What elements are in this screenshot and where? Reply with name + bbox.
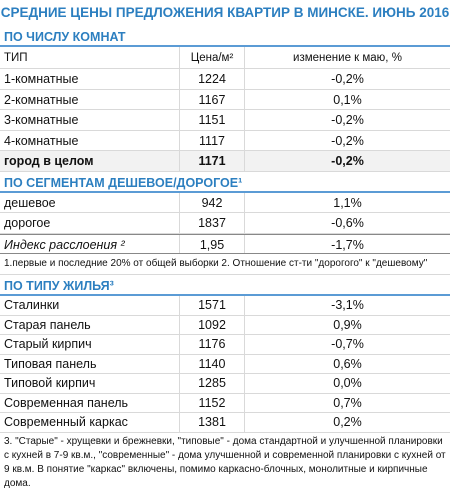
table-cell: Сталинки [0, 296, 180, 315]
table-row: Сталинки 1571 -3,1% [0, 296, 450, 316]
table-cell: 1224 [180, 69, 245, 89]
table-row: 3-комнатные 1151 -0,2% [0, 110, 450, 131]
table-cell: 1285 [180, 374, 245, 393]
section: ПО ЧИСЛУ КОМНАТ ТИП Цена/м² изменение к маю… [0, 26, 450, 172]
table-cell: 4-комнатные [0, 130, 180, 150]
table-cell: 3-комнатные [0, 110, 180, 130]
table-cell: -1,7% [331, 237, 364, 252]
table-row: Старая панель 1092 0,9% [0, 315, 450, 335]
table-cell: 0,0% [333, 376, 362, 390]
table-row: 1-комнатные 1224 -0,2% [0, 69, 450, 90]
title: СРЕДНИЕ ЦЕНЫ ПРЕДЛОЖЕНИЯ КВАРТИР В МИНСК… [0, 5, 450, 20]
table-cell: город в целом [0, 151, 180, 171]
table-cell: -0,2% [331, 133, 364, 148]
table-cell: 1-комнатные [0, 69, 180, 89]
section-heading: ПО СЕГМЕНТАМ ДЕШЕВОЕ/ДОРОГОЕ¹ [0, 172, 450, 193]
table-row: 2-комнатные 1167 0,1% [0, 89, 450, 110]
table-cell: 1152 [180, 393, 245, 412]
table-cell: 942 [180, 192, 245, 212]
table-row: дорогое 1837 -0,6% [0, 213, 450, 234]
table-cell: 1171 [180, 151, 245, 171]
table-row: Современная панель 1152 0,7% [0, 393, 450, 413]
table-row: Типовой кирпич 1285 0,0% [0, 374, 450, 394]
table-cell: 1571 [180, 296, 245, 315]
section-heading: ПО ТИПУ ЖИЛЬЯ³ [0, 275, 450, 296]
table-cell: Типовой кирпич [0, 374, 180, 393]
table-cell: 1,1% [333, 195, 362, 210]
footnote: 3. "Старые" - хрущевки и брежневки, "тип… [4, 435, 446, 489]
table-cell: -0,2% [331, 72, 364, 86]
table-row: дешевое 942 1,1% [0, 192, 450, 213]
table-cell: дорогое [0, 213, 180, 233]
table-cell: -0,7% [331, 337, 364, 351]
column-header-row: ТИП Цена/м² изменение к маю, % [0, 47, 450, 69]
footnote: 1.первые и последние 20% от общей выборк… [0, 254, 450, 275]
table-cell: -0,2% [331, 154, 364, 168]
table-cell: 0,2% [333, 415, 362, 429]
table-row: город в целом 1171 -0,2% [0, 151, 450, 172]
table-cell: 1140 [180, 354, 245, 373]
table-cell: 1381 [180, 413, 245, 432]
column-header: ТИП [0, 47, 180, 68]
table-row: Индекс расслоения ² 1,95 -1,7% [0, 233, 450, 254]
column-header: Цена/м² [180, 47, 245, 68]
table-cell: 0,7% [333, 395, 362, 410]
table-cell: 0,9% [333, 317, 362, 332]
table-row: Типовая панель 1140 0,6% [0, 354, 450, 374]
table-cell: 1151 [180, 110, 245, 130]
table-cell: 1117 [180, 130, 245, 150]
table-cell: 1837 [180, 213, 245, 233]
table-cell: Старый кирпич [0, 335, 180, 354]
table-cell: Современный каркас [0, 413, 180, 432]
table-cell: Старая панель [0, 315, 180, 334]
table-cell: -3,1% [331, 298, 364, 312]
table-cell: 1176 [180, 335, 245, 354]
table-cell: 1092 [180, 315, 245, 334]
table-row: 4-комнатные 1117 -0,2% [0, 130, 450, 151]
table-cell: 1167 [180, 89, 245, 109]
table-cell: дешевое [0, 192, 180, 212]
table-cell: -0,6% [331, 216, 364, 230]
table-cell: Современная панель [0, 393, 180, 412]
table-cell: 2-комнатные [0, 89, 180, 109]
table-cell: Типовая панель [0, 354, 180, 373]
table-cell: -0,2% [331, 113, 364, 127]
section: ПО ТИПУ ЖИЛЬЯ³ Сталинки 1571 -3,1% Старая па… [0, 275, 450, 494]
section: ПО СЕГМЕНТАМ ДЕШЕВОЕ/ДОРОГОЕ¹ дешевое 942 1… [0, 172, 450, 275]
section-heading: ПО ЧИСЛУ КОМНАТ [0, 26, 450, 47]
table-row: Старый кирпич 1176 -0,7% [0, 335, 450, 355]
table-cell: 1,95 [180, 234, 245, 253]
table-cell: 0,1% [333, 92, 362, 107]
table-row: Современный каркас 1381 0,2% [0, 413, 450, 433]
table-cell: 0,6% [333, 356, 362, 371]
table-cell: Индекс расслоения ² [0, 234, 180, 253]
column-header: изменение к маю, % [293, 52, 402, 64]
